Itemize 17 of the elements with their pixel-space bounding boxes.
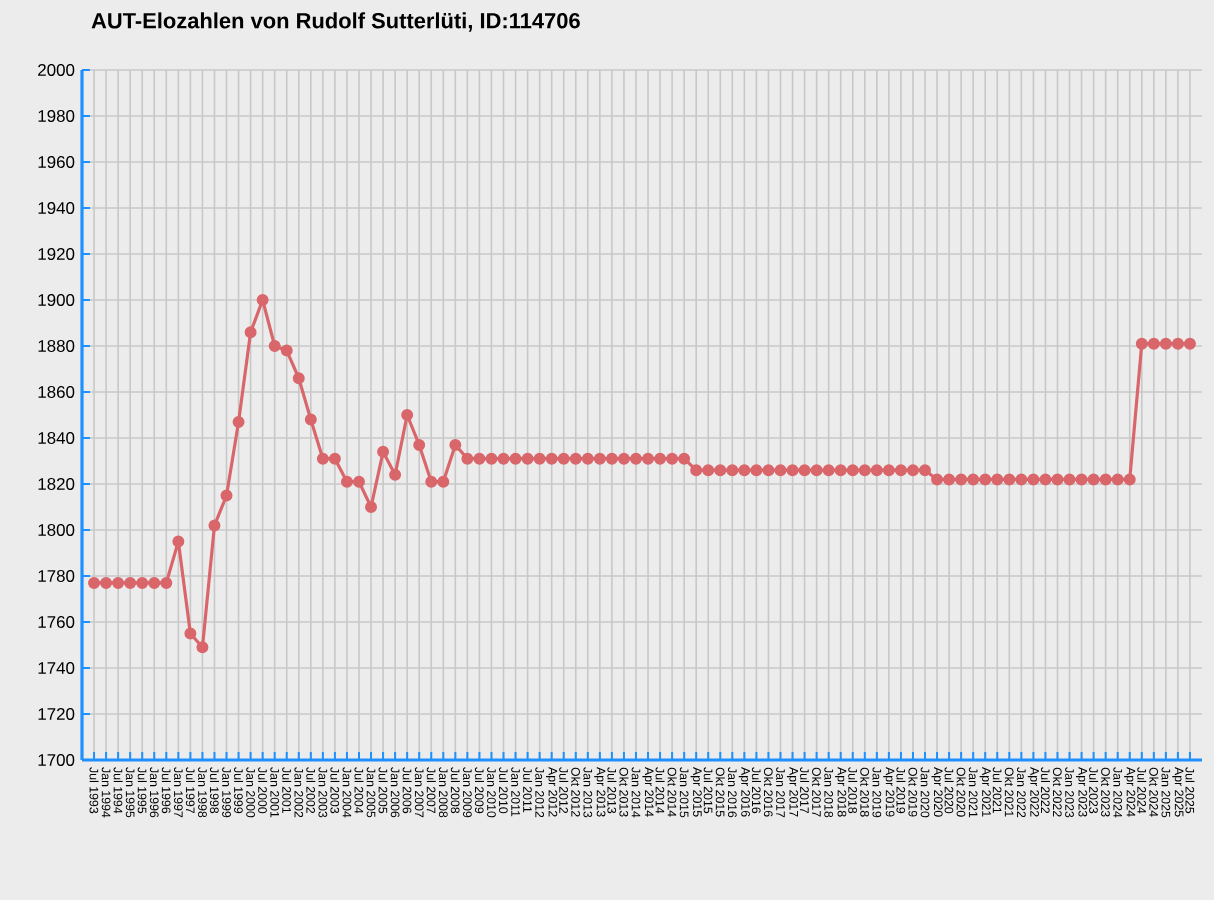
chart-title: AUT-Elozahlen von Rudolf Sutterlüti, ID:114706	[91, 12, 580, 32]
y-tick-label: 1760	[38, 616, 75, 628]
y-tick-label: 1840	[38, 432, 75, 444]
y-tick-label: 1940	[38, 202, 75, 214]
y-tick-label: 1700	[38, 754, 75, 766]
y-tick-label: 1960	[38, 156, 75, 168]
y-tick-label: 1740	[38, 662, 75, 674]
y-tick-label: 1820	[38, 478, 75, 490]
y-tick-label: 1920	[38, 248, 75, 260]
y-tick-label: 1900	[38, 294, 75, 306]
y-tick-label: 1800	[38, 524, 75, 536]
y-tick-label: 1980	[38, 110, 75, 122]
y-tick-label: 1780	[38, 570, 75, 582]
y-tick-label: 1860	[38, 386, 75, 398]
y-tick-label: 1880	[38, 340, 75, 352]
y-tick-label: 1720	[38, 708, 75, 720]
y-tick-label: 2000	[38, 64, 75, 76]
